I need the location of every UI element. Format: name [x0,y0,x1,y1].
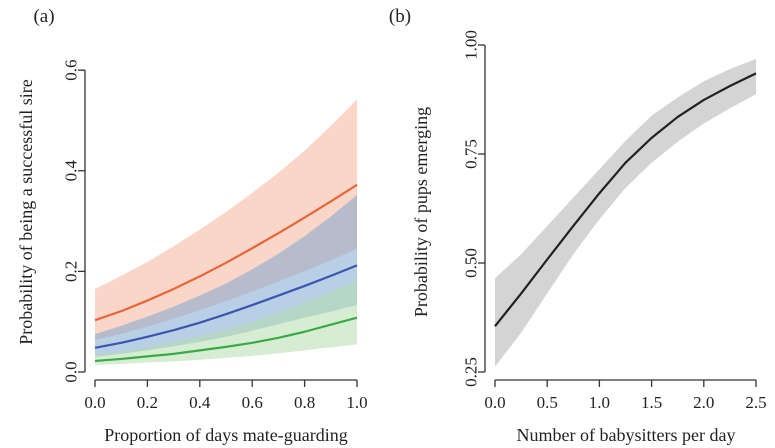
panel-a-x-tick-label: 0.4 [189,393,211,412]
panel-b-letter: (b) [389,6,411,27]
panel-b-y-tick-label: 1.00 [462,30,481,60]
panel-b-y-tick-label: 0.25 [462,357,481,387]
panel-a-series-2-ci-band [95,279,357,365]
panel-a-letter: (a) [33,6,54,27]
panel-b-x-tick-label: 1.5 [641,393,662,412]
panel-a-y-tick-label: 0.6 [62,60,81,81]
panel-a-y-axis-label: Probability of being a successful sire [16,79,36,344]
panel-b-y-tick-label: 0.75 [462,139,481,169]
panel-a-series-0-ci-band [95,99,357,341]
panel-a: 0.0 0.2 0.4 0.6 0.8 1.0 0.0 0.2 0.4 0.6 (a) Proport… [16,6,368,445]
panel-b-x-tick-label: 0.0 [484,393,505,412]
panel-a-series-0-line [94,183,358,322]
panel-b-series-0-line [494,72,757,327]
panel-b-x-tick-label: 2.5 [745,393,766,412]
panel-b-y-axis-label: Probability of pups emerging [411,107,431,317]
panel-b-series-0-ci-band [495,58,756,367]
panel-a-y-tick-label: 0.4 [62,160,81,182]
panel-a-y-tick-label: 0.0 [62,361,81,382]
panel-b: 0.0 0.5 1.0 1.5 2.0 2.5 0.25 0.50 0.75 1.00 (b) Num… [389,6,767,445]
panel-a-x-tick-label: 0.8 [294,393,315,412]
panel-b-x-tick-label: 1.0 [589,393,610,412]
panel-a-x-tick-label: 0.6 [242,393,263,412]
panel-b-x-axis-label: Number of babysitters per day [517,425,736,445]
panel-a-x-tick-label: 0.0 [84,393,105,412]
panel-a-x-tick-label: 0.2 [137,393,158,412]
panel-a-series-1-line [94,264,358,349]
panel-a-x-tick-label: 1.0 [346,393,367,412]
panel-b-x-tick-label: 2.0 [693,393,714,412]
panel-b-y-tick-label: 0.50 [462,248,481,278]
panel-a-series-2-line [94,316,358,363]
panel-b-x-tick-label: 0.5 [537,393,558,412]
panel-a-x-axis-label: Proportion of days mate-guarding [104,425,347,445]
panel-a-y-tick-label: 0.2 [62,261,81,282]
